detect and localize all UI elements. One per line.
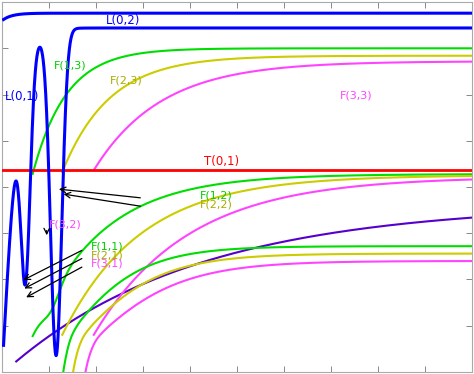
Text: F(1,2): F(1,2) (200, 191, 232, 201)
Text: T(0,1): T(0,1) (204, 155, 239, 168)
Text: F(1,1): F(1,1) (91, 242, 124, 252)
Text: L(0,2): L(0,2) (105, 14, 140, 27)
Text: L(0,1): L(0,1) (4, 90, 39, 103)
Text: F(3,3): F(3,3) (340, 90, 373, 100)
Text: F(2,2): F(2,2) (200, 199, 232, 209)
Text: F(3,1): F(3,1) (91, 258, 124, 269)
Text: F(2,3): F(2,3) (110, 76, 143, 85)
Text: F(1,3): F(1,3) (54, 61, 86, 71)
Text: F(2,1): F(2,1) (91, 250, 124, 260)
Text: F(3,2): F(3,2) (49, 220, 82, 230)
